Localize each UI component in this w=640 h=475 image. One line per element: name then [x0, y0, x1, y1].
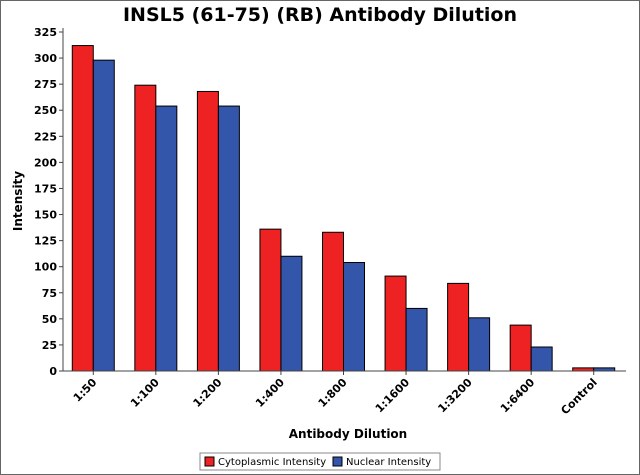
bar-cytoplasmic-2	[196, 90, 219, 372]
bar-nuclear-1	[155, 105, 178, 372]
bar-cytoplasmic-1	[134, 84, 157, 372]
legend-label-cytoplasmic: Cytoplasmic Intensity	[218, 457, 326, 468]
y-tick-label: 100	[34, 261, 57, 274]
bar-nuclear-4	[343, 262, 365, 372]
bar-cytoplasmic-6	[447, 282, 470, 372]
y-tick-label: 225	[34, 130, 57, 143]
bar-cytoplasmic-0	[71, 45, 94, 372]
legend-swatch-cytoplasmic	[204, 456, 215, 467]
y-tick-label: 325	[34, 26, 57, 39]
x-axis-title: Antibody Dilution	[289, 427, 407, 441]
y-axis-title: Intensity	[11, 171, 25, 231]
bar-nuclear-6	[468, 317, 491, 372]
y-tick-label: 250	[34, 104, 57, 117]
bar-nuclear-5	[405, 307, 428, 372]
chart-title: INSL5 (61-75) (RB) Antibody Dilution	[123, 4, 517, 26]
plot-area: 1:50 1:100 1:200 1:400 1:800 1:1600 1:3200 1:64…	[34, 26, 626, 417]
y-tick-label: 0	[49, 365, 57, 378]
bar-nuclear-7	[530, 346, 553, 372]
y-tick-label: 125	[34, 235, 57, 248]
y-tick-label: 175	[34, 182, 57, 195]
legend-swatch-nuclear	[332, 456, 343, 467]
legend-label-nuclear: Nuclear Intensity	[346, 457, 431, 468]
y-tick-label: 150	[34, 209, 57, 222]
bar-nuclear-2	[217, 105, 240, 372]
legend: Cytoplasmic Intensity Nuclear Intensity	[199, 452, 441, 471]
y-tick-label: 275	[34, 78, 57, 91]
legend-box	[199, 452, 441, 471]
y-tick-label: 75	[42, 287, 57, 300]
y-tick-label: 200	[34, 156, 57, 169]
y-tick-label: 25	[42, 339, 57, 352]
bar-cytoplasmic-3	[259, 228, 282, 372]
bar-nuclear-3	[280, 255, 303, 372]
y-tick-label: 50	[42, 313, 58, 326]
bar-cytoplasmic-5	[384, 275, 407, 372]
y-tick-label: 300	[34, 52, 57, 65]
bar-cytoplasmic-4	[322, 231, 344, 372]
bar-nuclear-0	[92, 59, 115, 372]
bar-cytoplasmic-7	[509, 324, 532, 372]
